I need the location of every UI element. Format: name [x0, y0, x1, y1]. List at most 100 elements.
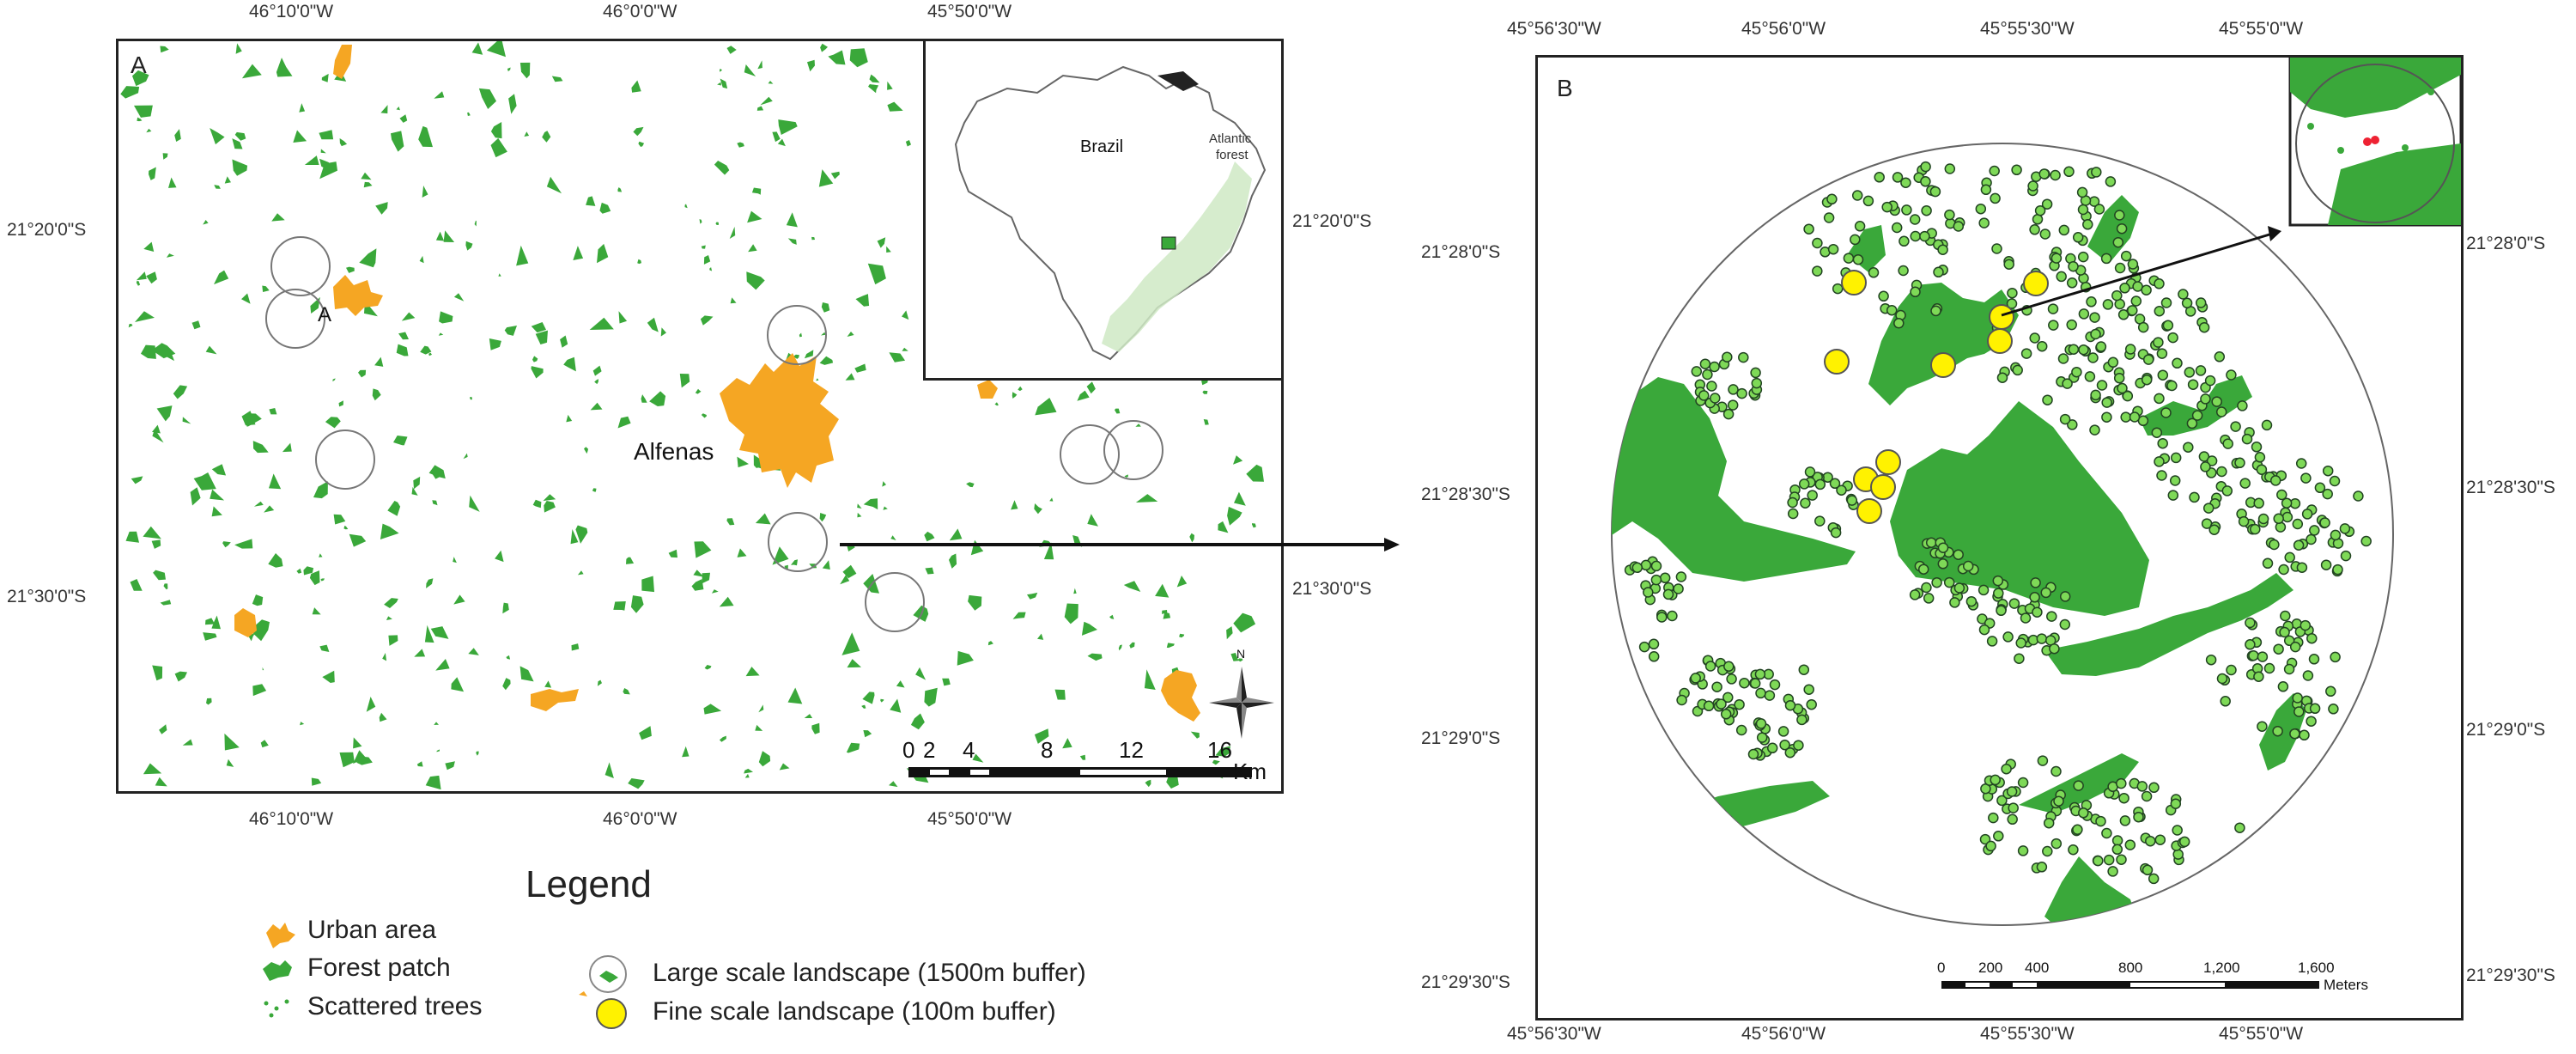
- a-bottom-lon-1: 46°10'0"W: [249, 809, 334, 829]
- legend-trees-icon: [264, 999, 289, 1018]
- tree-point: [2181, 297, 2193, 309]
- forest-fragment: [1189, 533, 1194, 543]
- forest-fragment: [432, 500, 438, 506]
- forest-fragment: [339, 138, 348, 147]
- tree-point: [2269, 539, 2280, 551]
- tree-point: [1747, 748, 1759, 760]
- tree-point: [2034, 204, 2046, 216]
- forest-fragment: [222, 541, 231, 548]
- tree-point: [1779, 739, 1790, 751]
- tree-point: [2157, 369, 2169, 381]
- tree-point: [2157, 437, 2168, 449]
- forest-fragment: [695, 388, 702, 394]
- forest-fragment: [719, 596, 734, 607]
- b-top-lon-2: 45°56'0"W: [1741, 19, 1826, 39]
- forest-fragment: [1227, 506, 1242, 526]
- tree-point: [1812, 265, 1823, 277]
- forest-fragment: [249, 619, 270, 642]
- forest-fragment: [1035, 398, 1057, 416]
- tree-point: [1832, 283, 1844, 295]
- forest-fragment: [1163, 612, 1171, 619]
- forest-fragment: [846, 742, 860, 753]
- forest-fragment: [174, 671, 187, 682]
- tree-point: [1990, 774, 2001, 786]
- forest-fragment: [637, 259, 641, 265]
- tree-point: [2230, 421, 2241, 432]
- forest-fragment: [471, 42, 483, 55]
- tree-point: [1962, 560, 1974, 572]
- tree-point: [2020, 612, 2032, 624]
- forest-fragment: [388, 635, 398, 646]
- forest-fragment: [597, 243, 609, 264]
- forest-central: [1890, 401, 2149, 616]
- forest-fragment: [524, 131, 530, 137]
- tree-point: [1823, 212, 1835, 223]
- a-top-lon-2: 46°0'0"W: [603, 2, 677, 21]
- forest-fragment: [1176, 576, 1188, 588]
- forest-fragment: [309, 570, 320, 586]
- panel-a-map: A Alfenas A N Brazil Atlantic forest 0 2…: [116, 39, 1284, 794]
- forest-fragment: [300, 722, 305, 726]
- tree-point: [2261, 419, 2273, 431]
- tree-point: [1852, 253, 1864, 265]
- tree-point: [2360, 535, 2372, 547]
- forest-fragment: [970, 539, 984, 556]
- forest-fragment: [241, 411, 256, 426]
- tree-point: [2325, 685, 2336, 698]
- forest-fragment: [1166, 643, 1175, 649]
- forest-fragment: [745, 667, 760, 677]
- scale-b-tick-400: 400: [2025, 960, 2050, 976]
- forest-fragment: [758, 704, 764, 713]
- forest-fragment: [396, 344, 409, 356]
- tree-point: [2111, 835, 2123, 846]
- scale-b-tick-1600: 1,600: [2298, 960, 2335, 976]
- forest-fragment: [349, 533, 367, 547]
- forest-fragment: [924, 531, 935, 542]
- large-scale-buffers: [265, 236, 1163, 632]
- tree-point: [2059, 591, 2071, 602]
- forest-fragment: [453, 293, 465, 302]
- forest-fragment: [339, 752, 355, 768]
- forest-fragment: [760, 96, 773, 106]
- b-top-lon-3: 45°55'30"W: [1980, 19, 2075, 39]
- tree-point: [1929, 186, 1941, 198]
- forest-patches-b: [1612, 195, 2306, 925]
- forest-fragment: [887, 101, 903, 112]
- forest-fragment: [799, 332, 802, 338]
- tree-point: [2122, 390, 2134, 402]
- forest-fragment: [143, 526, 161, 539]
- forest-fragment: [862, 691, 875, 704]
- zoom-arrowhead: [2268, 226, 2281, 241]
- forest-fragment: [682, 746, 690, 758]
- forest-fragment: [1027, 592, 1038, 600]
- forest-fragment: [502, 678, 511, 691]
- buffer-circle: [1103, 420, 1163, 480]
- tree-point: [2221, 485, 2233, 497]
- forest-fragment: [821, 332, 826, 336]
- buffer-circle: [315, 430, 375, 490]
- forest-fragment: [1034, 503, 1042, 515]
- tree-point: [2308, 654, 2320, 665]
- tree-point: [1996, 605, 2007, 617]
- forest-fragment: [639, 726, 652, 740]
- tree-point: [1996, 795, 2008, 807]
- tree-point: [2208, 524, 2220, 535]
- tree-point: [2239, 478, 2251, 489]
- forest-fragment: [786, 212, 798, 228]
- forest-fragment: [428, 465, 446, 479]
- forest-fragment: [1087, 514, 1098, 527]
- atlantic-forest: [1102, 161, 1252, 352]
- tree-point: [1829, 478, 1841, 490]
- forest-fragment: [173, 385, 188, 399]
- tree-point: [2322, 465, 2334, 477]
- forest-fragment: [162, 153, 168, 160]
- forest-fragment: [507, 67, 511, 72]
- scale-a-tick-16: 16: [1207, 737, 1232, 763]
- tree-point: [2289, 641, 2301, 653]
- forest-fragment: [847, 543, 855, 551]
- legend-fine-buffer-icon: [596, 998, 627, 1029]
- forest-fragment: [546, 176, 562, 194]
- forest-fragment: [282, 442, 292, 453]
- forest-fragment: [855, 294, 870, 307]
- forest-fragment: [957, 650, 974, 666]
